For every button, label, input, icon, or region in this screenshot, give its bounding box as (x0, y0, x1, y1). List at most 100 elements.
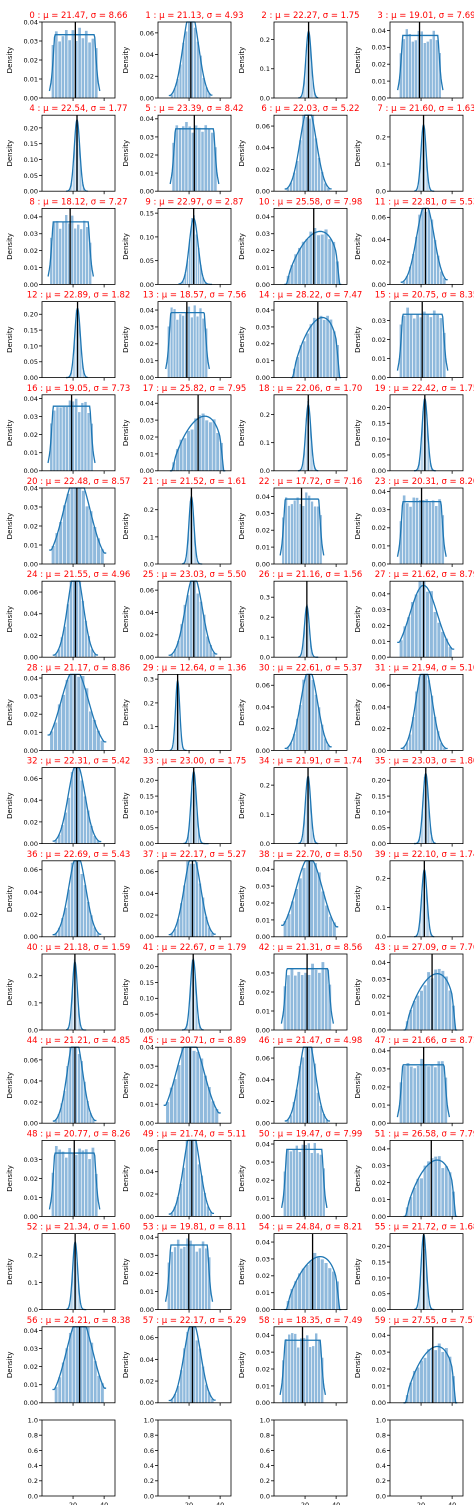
hist-bar (73, 860, 78, 938)
y-tick-label: 0.0 (260, 94, 270, 102)
y-tick-label: 0.03 (372, 1162, 386, 1170)
y-tick-label: 0.02 (140, 433, 154, 441)
subplot-21: 21 : μ = 21.52, σ = 1.61 0.0 0.1 0.2 Density (122, 477, 246, 568)
axes-frame (273, 674, 348, 751)
hist-bar (301, 241, 306, 285)
hist-bar (54, 1145, 59, 1217)
y-tick-label: 0.0 (144, 560, 154, 568)
axes-frame (389, 953, 464, 1031)
axes-frame (41, 301, 116, 379)
hist-bar (437, 498, 442, 565)
subplot-39: 39 : μ = 22.10, σ = 1.74 0.0 0.1 0.2 Density (354, 850, 474, 941)
hist-bar (200, 131, 205, 192)
y-tick-label: 0.2 (260, 1477, 270, 1485)
y-tick-label: 0.05 (372, 451, 386, 459)
y-tick-label: 0.00 (256, 1213, 270, 1221)
hist-bar (84, 1148, 89, 1217)
y-axis-label: Density (354, 47, 362, 74)
axes-frame (157, 953, 232, 1031)
y-axis-label: Density (238, 885, 246, 912)
y-tick-label: 0.01 (256, 1382, 270, 1390)
y-tick-label: 0.1 (260, 634, 270, 642)
axes-frame (389, 674, 464, 751)
y-tick-label: 0.02 (140, 631, 154, 639)
y-axis-label: Density (354, 1258, 362, 1285)
hist-bar (431, 499, 436, 565)
hist-bar (320, 1258, 325, 1310)
hist-bar (55, 406, 60, 472)
subplot-title: 5 : μ = 23.39, σ = 8.42 (145, 104, 243, 114)
y-tick-label: 0.00 (140, 1306, 154, 1314)
hist-bar (419, 1177, 424, 1217)
y-tick-label: 0.06 (24, 866, 38, 874)
axes-frame (157, 674, 232, 751)
hist-bar (310, 500, 314, 565)
hist-bar (61, 406, 66, 472)
axes-frame (273, 394, 348, 472)
axes-frame (41, 394, 116, 472)
hist-bar (413, 39, 418, 99)
y-tick-label: 0.02 (24, 1175, 38, 1183)
y-tick-label: 0.06 (256, 682, 270, 690)
y-tick-label: 0.03 (372, 44, 386, 52)
y-tick-label: 0.02 (256, 1272, 270, 1280)
y-tick-label: 0.03 (24, 1156, 38, 1164)
hist-bar (182, 1167, 186, 1217)
hist-bar (197, 1163, 201, 1217)
y-tick-label: 0.2 (144, 1477, 154, 1485)
y-axis-label: Density (238, 606, 246, 633)
subplot-60: 0.0 0.2 0.4 0.6 0.8 1.0 20 40 (28, 1416, 116, 1505)
y-axis-label: Density (122, 1351, 130, 1378)
y-tick-label: 0.02 (24, 1363, 38, 1371)
y-tick-label: 0.2 (376, 1477, 386, 1485)
hist-bar (306, 1142, 311, 1217)
hist-bar (84, 30, 89, 99)
hist-bar (76, 676, 82, 751)
y-tick-label: 0.00 (256, 933, 270, 941)
y-axis-label: Density (354, 1351, 362, 1378)
hist-bar (64, 1157, 69, 1217)
subplot-title: 42 : μ = 21.31, σ = 8.56 (259, 943, 363, 953)
hist-bar (295, 496, 300, 565)
y-tick-label: 0.03 (256, 1255, 270, 1263)
hist-bar (428, 38, 433, 99)
y-tick-label: 0.10 (372, 808, 386, 816)
y-tick-label: 0.00 (256, 560, 270, 568)
hist-bar (402, 315, 407, 378)
hist-bar (195, 592, 200, 658)
hist-bar (77, 27, 82, 99)
y-axis-label: Density (354, 513, 362, 540)
axes-frame (157, 1326, 232, 1404)
hist-bar (69, 487, 75, 565)
subplot-title: 27 : μ = 21.62, σ = 8.79 (375, 570, 474, 580)
hist-bar (314, 1332, 319, 1404)
axes-frame (273, 1140, 348, 1217)
y-tick-label: 0.00 (140, 840, 154, 848)
y-tick-label: 0.10 (24, 342, 38, 350)
y-axis-label: Density (354, 699, 362, 726)
subplot-15: 15 : μ = 20.75, σ = 8.35 0.00 0.01 0.02 0.03… (354, 291, 474, 382)
axes-frame (41, 1326, 116, 1404)
hist-bar (80, 402, 85, 472)
y-tick-label: 0.00 (24, 840, 38, 848)
y-tick-label: 0.06 (24, 588, 38, 596)
y-tick-label: 0.6 (260, 1447, 270, 1455)
hist-bar (419, 1360, 424, 1404)
y-axis-label: Density (122, 885, 130, 912)
hist-bar (287, 505, 291, 565)
kde-curve (178, 217, 213, 286)
y-tick-label: 0.06 (140, 587, 154, 595)
y-tick-label: 0.02 (256, 247, 270, 255)
subplot-title: 54 : μ = 24.84, σ = 8.21 (259, 1223, 363, 1233)
subplot-49: 49 : μ = 21.74, σ = 5.11 0.00 0.02 0.04 0.06… (122, 1129, 246, 1220)
subplot-title: 9 : μ = 22.97, σ = 2.87 (145, 197, 243, 207)
y-tick-label: 0.04 (24, 1077, 38, 1085)
subplot-title: 53 : μ = 19.81, σ = 8.11 (143, 1223, 247, 1233)
y-tick-label: 0.01 (256, 1195, 270, 1203)
hist-bar (424, 498, 429, 565)
y-tick-label: 0.03 (256, 969, 270, 977)
subplot-53: 53 : μ = 19.81, σ = 8.11 0.00 0.01 0.02 0.03… (122, 1223, 246, 1314)
hist-bar (203, 124, 208, 192)
y-tick-label: 0.1 (144, 533, 154, 541)
hist-bar (290, 1332, 295, 1404)
